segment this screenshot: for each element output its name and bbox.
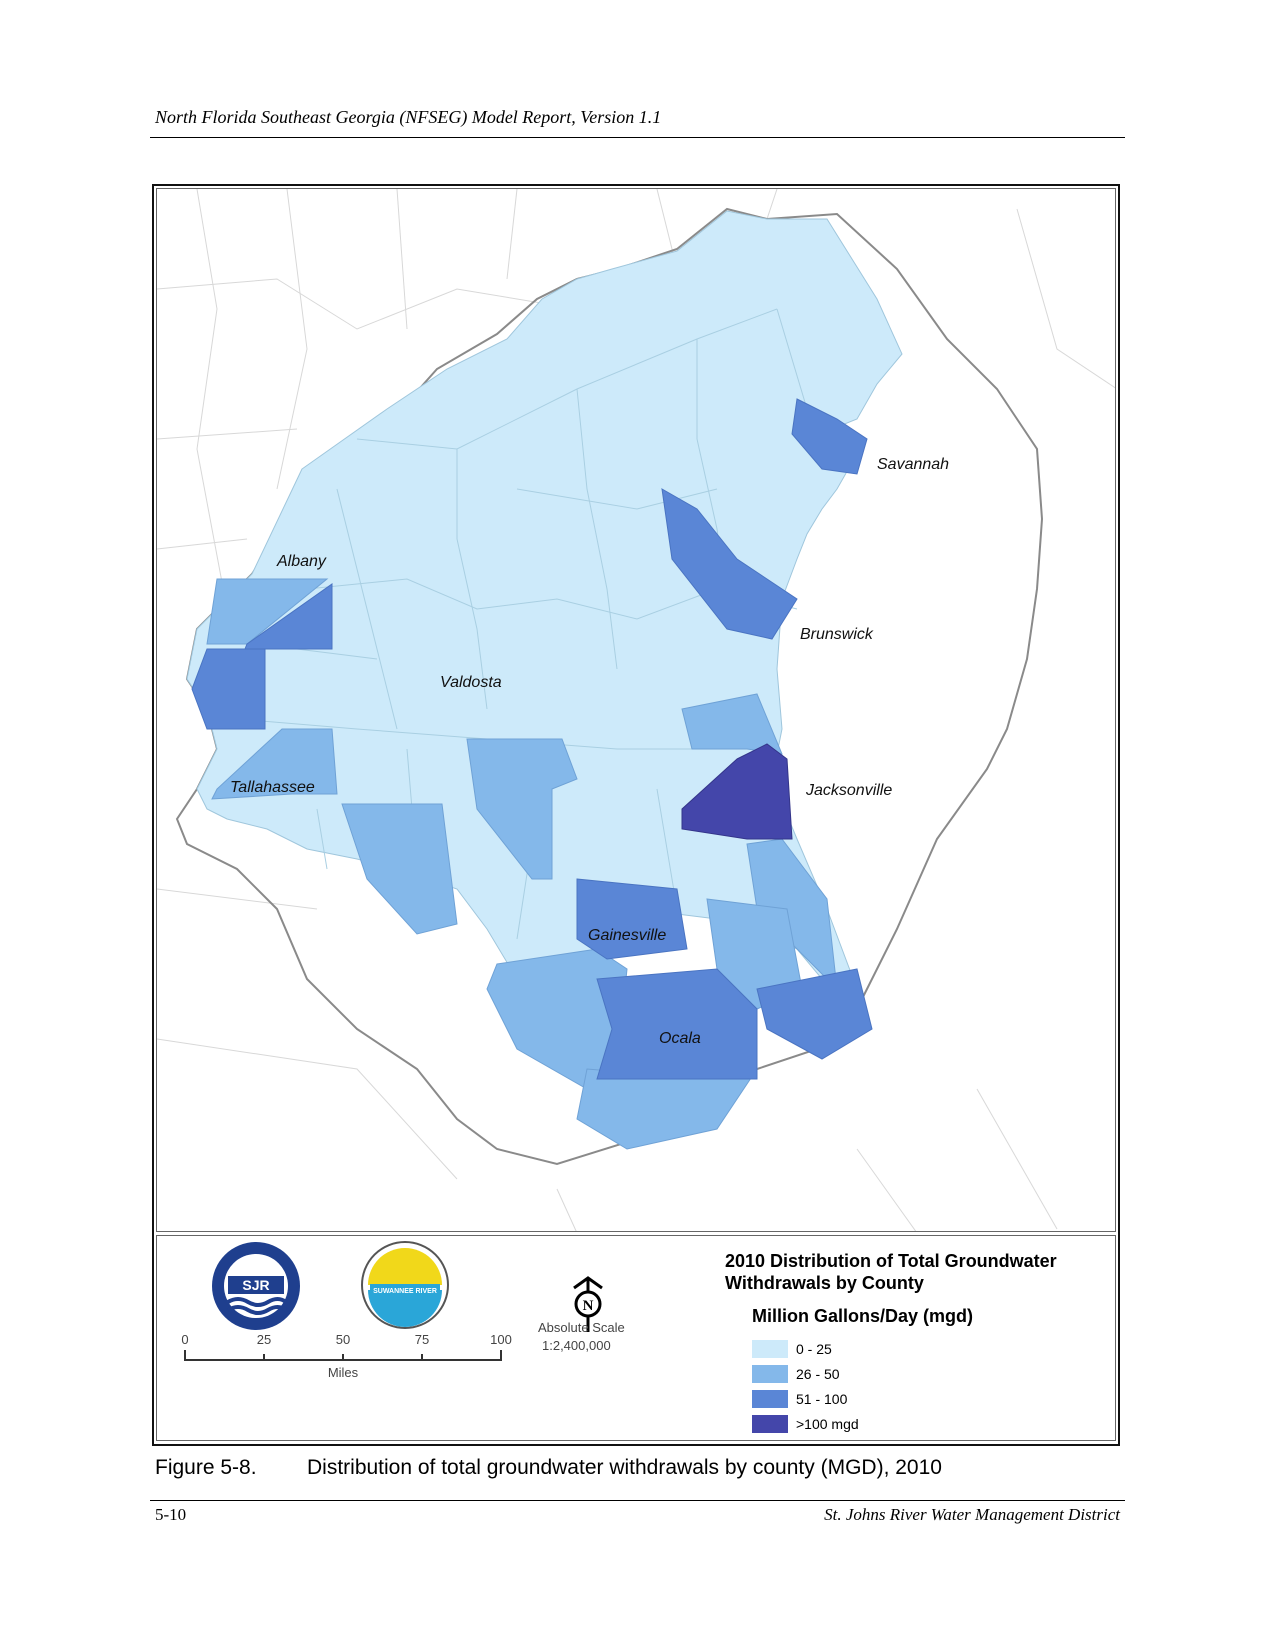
page-number: 5-10 [155, 1505, 187, 1524]
legend-label: 0 - 25 [796, 1341, 832, 1357]
svg-text:SUWANNEE RIVER: SUWANNEE RIVER [373, 1288, 437, 1295]
legend-swatch [752, 1365, 788, 1383]
absolute-scale-value: 1:2,400,000 [542, 1338, 611, 1353]
counties-class-26-50 [206, 578, 838, 1150]
legend-title: 2010 Distribution of Total Groundwater W… [725, 1251, 1057, 1293]
scale-tick-0: 0 [181, 1332, 188, 1347]
legend-panel [156, 1235, 1116, 1441]
legend-item: 51 - 100 [752, 1389, 847, 1409]
scale-tick-75: 75 [415, 1332, 429, 1347]
figure-caption: Figure 5-8. Distribution of total groundw… [155, 1456, 942, 1480]
north-arrow-icon: N [573, 1276, 603, 1332]
city-label-gainesville: Gainesville [588, 927, 666, 944]
sjrwmd-logo: SJR [212, 1242, 300, 1330]
scale-unit: Miles [328, 1365, 359, 1380]
city-label-brunswick: Brunswick [800, 626, 874, 643]
figure-number: Figure 5-8. [155, 1456, 257, 1479]
svg-text:N: N [583, 1298, 594, 1314]
legend-swatch [752, 1340, 788, 1358]
scale-tick-25: 25 [257, 1332, 271, 1347]
county-class-gt100 [681, 743, 793, 840]
scale-tick-50: 50 [336, 1332, 350, 1347]
city-label-jacksonville: Jacksonville [805, 782, 892, 799]
background-county-lines [157, 189, 1115, 1231]
city-label-valdosta: Valdosta [440, 674, 502, 691]
svg-text:SJR: SJR [242, 1277, 269, 1293]
city-label-ocala: Ocala [659, 1030, 701, 1047]
legend-swatch [752, 1390, 788, 1408]
city-label-tallahassee: Tallahassee [230, 779, 315, 796]
figure-frame [152, 184, 1120, 1446]
legend-label: 26 - 50 [796, 1366, 840, 1382]
counties-class-51-100 [191, 398, 873, 1080]
legend-label: 51 - 100 [796, 1391, 848, 1407]
legend-item: >100 mgd [752, 1414, 859, 1434]
header-rule [150, 137, 1125, 138]
scale-tick-100: 100 [490, 1332, 512, 1347]
legend-item: 0 - 25 [752, 1339, 832, 1359]
legend-subtitle: Million Gallons/Day (mgd) [752, 1306, 974, 1326]
city-label-albany: Albany [276, 553, 327, 570]
map-panel: Savannah Albany Brunswick Valdosta Jacks… [156, 188, 1116, 1232]
legend-label: >100 mgd [796, 1416, 859, 1432]
srwmd-logo: SUWANNEE RIVER [361, 1241, 449, 1329]
running-header: North Florida Southeast Georgia (NFSEG) … [155, 107, 662, 127]
absolute-scale-label: Absolute Scale [538, 1320, 625, 1335]
legend-swatch [752, 1415, 788, 1433]
footer-rule [150, 1500, 1125, 1501]
city-label-savannah: Savannah [877, 456, 949, 473]
county-lines [217, 308, 808, 940]
legend-item: 26 - 50 [752, 1364, 840, 1384]
scale-bar: 0 25 50 75 100 Miles [181, 1332, 512, 1380]
figure-caption-text: Distribution of total groundwater withdr… [307, 1456, 942, 1479]
footer-organization: St. Johns River Water Management Distric… [824, 1505, 1120, 1524]
map-svg: Savannah Albany Brunswick Valdosta Jacks… [157, 189, 1115, 1231]
